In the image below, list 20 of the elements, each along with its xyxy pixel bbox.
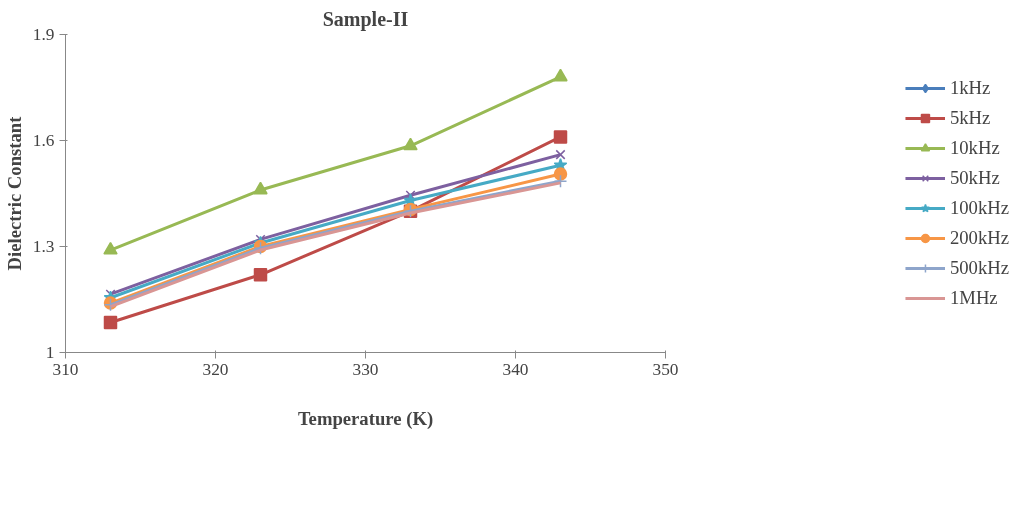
x-tick-label: 330: [352, 359, 379, 379]
y-tick-label: 1.6: [32, 131, 55, 150]
y-tick-label: 1.9: [32, 25, 55, 44]
legend-label: 1MHz: [949, 287, 998, 309]
x-tick-label: 320: [202, 359, 229, 379]
legend-label: 10kHz: [949, 137, 1000, 159]
legend-label: 500kHz: [949, 257, 1010, 279]
legend-label: 5kHz: [949, 107, 991, 129]
y-tick-label: 1: [45, 343, 55, 362]
x-tick-label: 350: [652, 359, 679, 379]
legend-label: 50kHz: [949, 167, 1000, 189]
legend-label: 100kHz: [949, 197, 1010, 219]
x-tick-label: 310: [52, 359, 79, 379]
chart-title: Sample-II: [322, 7, 409, 31]
y-tick-label: 1.3: [32, 237, 55, 256]
legend-label: 200kHz: [949, 227, 1010, 249]
x-axis-title: Temperature (K): [297, 407, 434, 430]
y-axis-title: Dielectric Constant: [3, 115, 25, 271]
legend-label: 1kHz: [949, 77, 991, 99]
x-tick-label: 340: [502, 359, 529, 379]
